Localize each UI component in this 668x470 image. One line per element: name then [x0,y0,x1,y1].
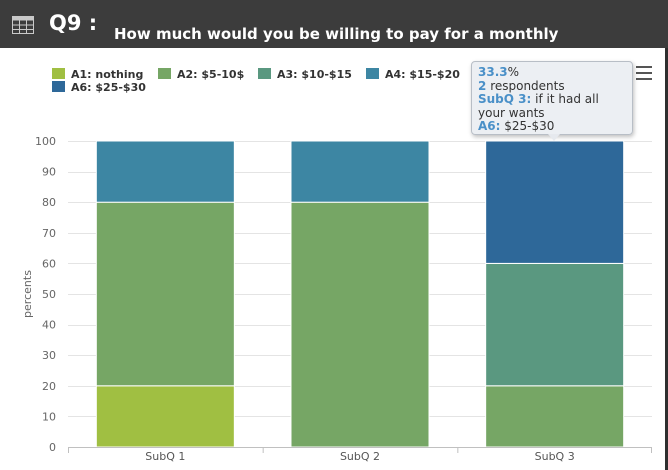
x-tick-label: SubQ 2 [340,450,380,463]
legend-label: A1: nothing [71,68,143,81]
legend-swatch [366,68,379,79]
legend-swatch [158,68,171,79]
bar-segment [485,385,625,448]
bar-segment [95,385,235,448]
bar-segment [485,140,625,264]
y-tick-label: 40 [42,319,56,332]
question-title: How much would you be willing to pay for… [114,25,559,65]
panel-right-border [665,48,668,470]
legend-swatch [52,68,65,79]
chart-tooltip: 33.3% 2 respondents SubQ 3: if it had al… [471,61,633,135]
tooltip-percent-unit: % [507,65,520,79]
legend-label: A2: $5-10$ [177,68,244,81]
legend-label: A4: $15-$20 [385,68,460,81]
y-tick-label: 50 [42,288,56,301]
legend-swatch [258,68,271,79]
y-tick-label: 10 [42,410,56,423]
stacked-bar-chart: 0 10 20 30 40 50 60 70 80 90 100 percents SubQ 1 SubQ… [21,68,652,463]
tooltip-respondents-count: 2 [478,78,487,93]
bar-segment [485,262,625,387]
tooltip-answer-label: A6: [478,119,501,133]
bar-segment [290,201,430,448]
tooltip-subq-text: if it had all your wants [478,92,599,120]
y-axis-title: percents [21,270,34,318]
y-tick-label: 60 [42,257,56,270]
tooltip-respondents-label: respondents [490,78,565,93]
y-tick-label: 20 [42,380,56,393]
tooltip-percent-value: 33.3 [478,65,508,79]
bar-segment [290,140,430,203]
tooltip-answer-text: $25-$30 [504,119,555,133]
question-number: Q9 : [49,11,98,35]
x-tick-label: SubQ 3 [535,450,575,463]
tooltip-subq-label: SubQ 3: [478,92,532,106]
legend-label: A3: $10-$15 [277,68,352,81]
hamburger-menu-icon[interactable] [636,66,656,82]
y-tick-label: 70 [42,227,56,240]
question-header: Q9 : How much would you be willing to pa… [0,0,668,65]
y-tick-label: 80 [42,196,56,209]
y-tick-label: 90 [42,166,56,179]
legend-label: A6: $25-$30 [71,81,146,94]
legend-swatch [52,81,65,92]
y-tick-label: 100 [35,135,56,148]
x-tick-label: SubQ 1 [145,450,185,463]
bar-segment [95,201,235,387]
y-tick-label: 0 [49,441,56,454]
bar-segment [95,140,235,203]
y-tick-label: 30 [42,349,56,362]
tooltip-pointer [548,134,560,141]
grid-table-icon [12,16,34,34]
